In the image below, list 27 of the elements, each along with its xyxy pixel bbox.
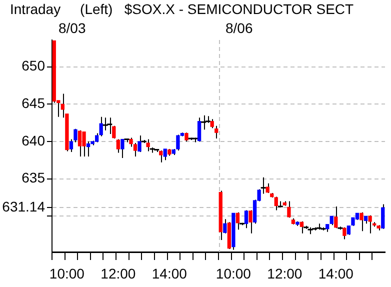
candlestick xyxy=(176,134,180,151)
y-tick-label: 631.14 xyxy=(2,198,46,215)
candlestick xyxy=(248,210,252,234)
y-tick-label: 635 xyxy=(22,170,46,186)
candlestick xyxy=(116,138,120,154)
candlestick xyxy=(82,131,86,157)
candlestick xyxy=(381,204,385,230)
candlestick xyxy=(78,130,82,157)
text: 8/06 xyxy=(226,20,253,36)
y-tick-label: 640 xyxy=(22,132,46,148)
candlestick xyxy=(287,200,291,218)
candlestick xyxy=(214,125,218,140)
x-tick-label: 14:00 xyxy=(152,265,188,282)
y-tick-label: 645 xyxy=(22,95,46,112)
candlestick xyxy=(86,141,90,157)
candlestick xyxy=(368,214,372,234)
x-tick-label: 10:00 xyxy=(49,265,85,282)
candlestick xyxy=(360,212,364,232)
text: 8/03 xyxy=(58,20,86,36)
candlestick xyxy=(163,148,167,161)
y-tick-label: 650 xyxy=(22,58,46,74)
x-tick-label: 14:00 xyxy=(318,265,354,282)
x-tick-label: 12:00 xyxy=(267,265,302,282)
x-tick-label: 10:00 xyxy=(216,265,252,282)
candlestick xyxy=(159,150,163,163)
x-tick-label: 12:00 xyxy=(100,265,136,282)
chart-title: Intraday (Left) $SOX.X - SEMICONDUCTOR SECT xyxy=(10,1,354,17)
